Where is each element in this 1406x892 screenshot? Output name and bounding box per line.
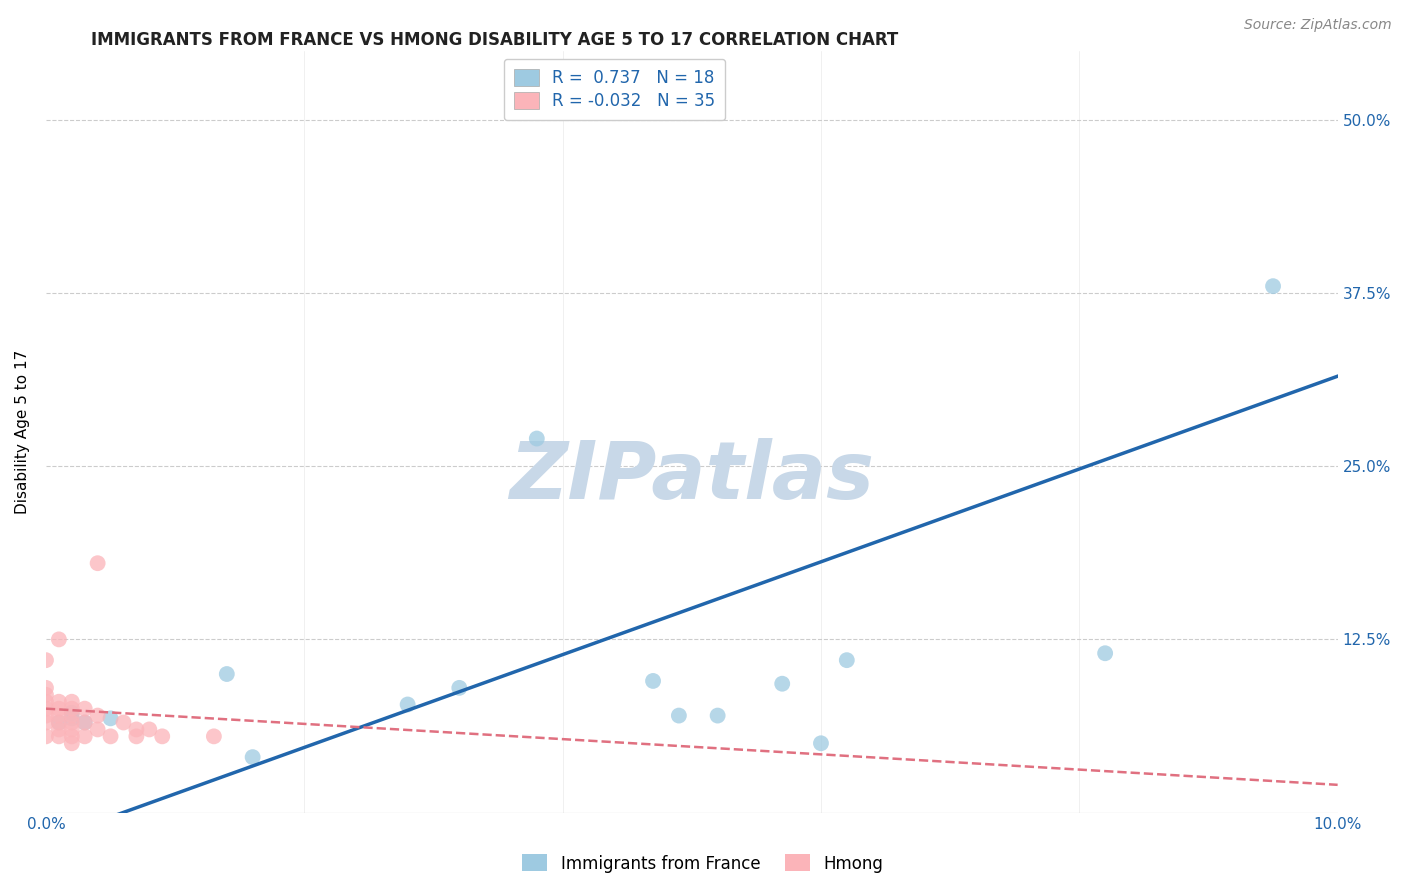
- Point: [60, 695, 83, 709]
- Point: [35, 701, 58, 715]
- Text: Source: ZipAtlas.com: Source: ZipAtlas.com: [1244, 18, 1392, 32]
- Point: [35, 681, 58, 695]
- Point: [86, 723, 108, 737]
- Point: [48, 632, 70, 647]
- Point: [73, 701, 96, 715]
- Point: [48, 708, 70, 723]
- Point: [48, 730, 70, 744]
- Point: [73, 715, 96, 730]
- Point: [396, 698, 419, 712]
- Point: [60, 736, 83, 750]
- Point: [60, 730, 83, 744]
- Point: [242, 750, 264, 764]
- Text: IMMIGRANTS FROM FRANCE VS HMONG DISABILITY AGE 5 TO 17 CORRELATION CHART: IMMIGRANTS FROM FRANCE VS HMONG DISABILI…: [91, 31, 898, 49]
- Point: [150, 730, 173, 744]
- Point: [35, 730, 58, 744]
- Point: [48, 695, 70, 709]
- Point: [48, 723, 70, 737]
- Point: [770, 676, 793, 690]
- Point: [60, 706, 83, 720]
- Point: [125, 723, 148, 737]
- Point: [100, 730, 122, 744]
- Legend: R =  0.737   N = 18, R = -0.032   N = 35: R = 0.737 N = 18, R = -0.032 N = 35: [503, 59, 725, 120]
- Point: [73, 715, 96, 730]
- Point: [60, 723, 83, 737]
- Point: [35, 653, 58, 667]
- Point: [60, 708, 83, 723]
- Point: [810, 736, 832, 750]
- Point: [86, 708, 108, 723]
- Point: [48, 715, 70, 730]
- Point: [1094, 646, 1116, 660]
- Point: [641, 673, 664, 688]
- Point: [86, 556, 108, 570]
- Point: [73, 730, 96, 744]
- Point: [35, 708, 58, 723]
- Point: [60, 701, 83, 715]
- Point: [112, 715, 135, 730]
- Point: [215, 667, 238, 681]
- Point: [60, 715, 83, 730]
- Point: [526, 432, 548, 446]
- Point: [100, 711, 122, 725]
- Point: [35, 715, 58, 730]
- Point: [706, 708, 728, 723]
- Point: [835, 653, 858, 667]
- Point: [125, 730, 148, 744]
- Point: [202, 730, 225, 744]
- Legend: Immigrants from France, Hmong: Immigrants from France, Hmong: [516, 847, 890, 880]
- Point: [35, 688, 58, 702]
- Point: [48, 701, 70, 715]
- Point: [449, 681, 471, 695]
- Point: [60, 711, 83, 725]
- Point: [35, 695, 58, 709]
- Point: [1261, 279, 1284, 293]
- Text: ZIPatlas: ZIPatlas: [509, 438, 875, 516]
- Point: [138, 723, 160, 737]
- Point: [48, 715, 70, 730]
- Y-axis label: Disability Age 5 to 17: Disability Age 5 to 17: [15, 350, 30, 514]
- Point: [668, 708, 690, 723]
